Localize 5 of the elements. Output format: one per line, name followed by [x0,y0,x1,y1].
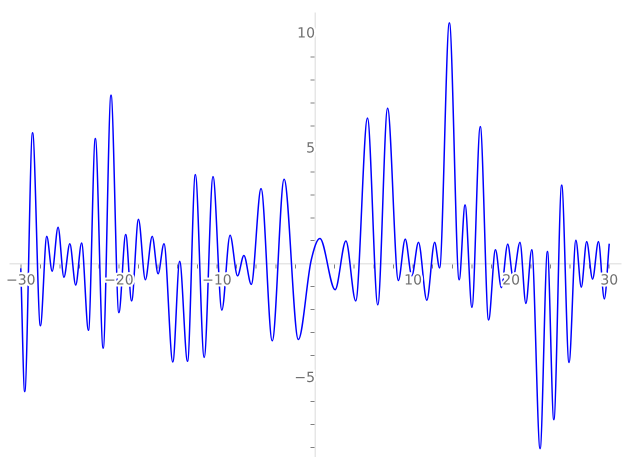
y-tick-label: 10 [297,26,316,42]
y-tick-label: −5 [294,370,316,386]
x-tick-label: 20 [502,272,520,289]
x-tick-label: 10 [404,272,422,289]
y-tick-label: 5 [306,140,316,157]
